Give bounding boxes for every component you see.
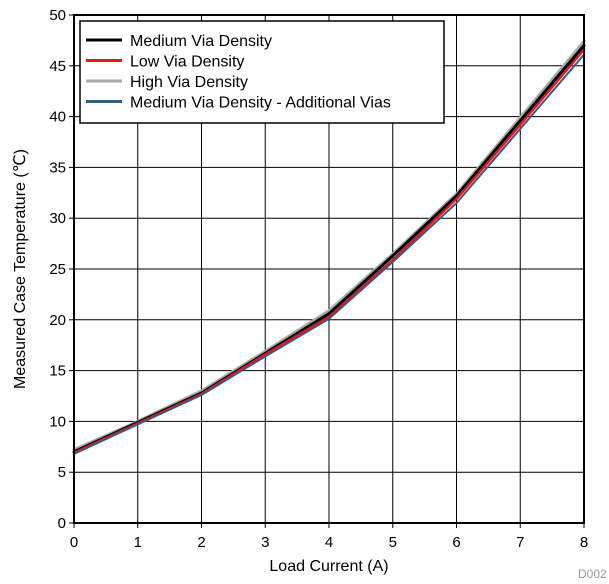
y-tick-label: 40 [49, 109, 66, 126]
series-line-3 [73, 53, 585, 455]
y-axis-ticks: 0 5 10 15 20 25 30 35 40 45 50 [49, 7, 74, 532]
x-tick-label: 6 [452, 534, 460, 551]
x-tick-label: 8 [580, 534, 588, 551]
legend-label-1: Low Via Density [130, 54, 244, 71]
x-axis-ticks: 0 1 2 3 4 5 6 7 8 [70, 523, 588, 551]
y-tick-label: 10 [49, 413, 66, 430]
y-tick-label: 45 [49, 58, 66, 75]
y-tick-label: 30 [49, 210, 66, 227]
x-tick-label: 5 [389, 534, 397, 551]
legend-label-0: Medium Via Density [130, 33, 272, 50]
legend-box [79, 20, 445, 124]
y-tick-label: 20 [49, 312, 66, 329]
y-tick-label: 35 [49, 159, 66, 176]
x-tick-label: 4 [325, 534, 333, 551]
y-axis-label: Measured Case Temperature (℃) [12, 149, 29, 389]
y-tick-label: 5 [58, 464, 66, 481]
legend-label-3: Medium Via Density - Additional Vias [130, 95, 391, 112]
x-tick-label: 7 [516, 534, 524, 551]
y-tick-label: 15 [49, 363, 66, 380]
legend-items: Medium Via Density Low Via Density High Vi… [86, 33, 391, 112]
x-tick-label: 3 [261, 534, 269, 551]
x-axis-label: Load Current (A) [269, 558, 388, 575]
y-tick-label: 25 [49, 261, 66, 278]
y-tick-label: 50 [49, 7, 66, 24]
x-tick-label: 1 [134, 534, 142, 551]
series-lines [72, 39, 586, 455]
x-tick-label: 2 [197, 534, 205, 551]
x-tick-label: 0 [70, 534, 78, 551]
legend-label-2: High Via Density [130, 74, 248, 91]
legend: Medium Via Density Low Via Density High Vi… [79, 20, 445, 124]
watermark-label: D002 [578, 567, 607, 581]
y-tick-label: 0 [58, 515, 66, 532]
